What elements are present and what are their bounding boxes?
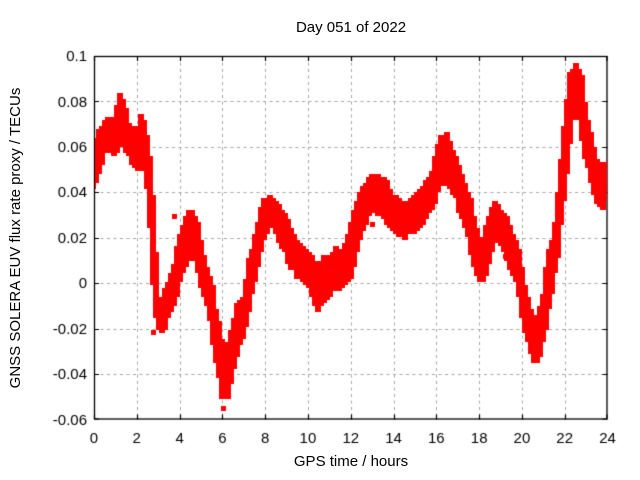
y-axis-label: GNSS SOLERA EUV flux rate proxy / TECUs — [7, 87, 24, 389]
x-axis-label: GPS time / hours — [293, 453, 409, 470]
chart-title: Day 051 of 2022 — [295, 19, 407, 36]
